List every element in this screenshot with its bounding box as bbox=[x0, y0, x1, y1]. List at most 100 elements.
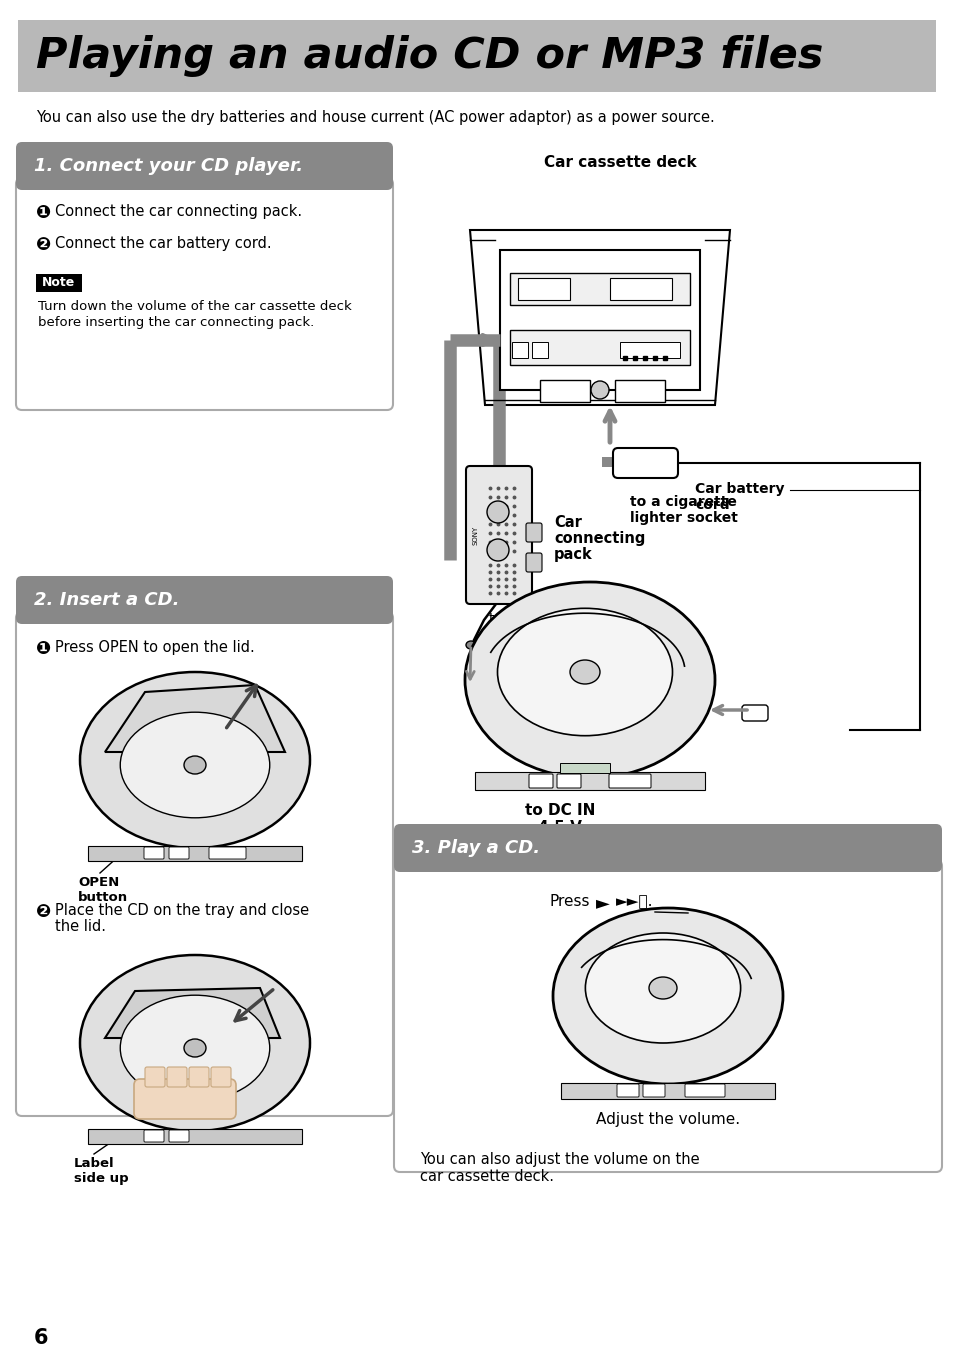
FancyBboxPatch shape bbox=[16, 178, 393, 410]
Text: ►: ► bbox=[596, 894, 609, 912]
FancyBboxPatch shape bbox=[16, 612, 393, 1115]
Text: connecting: connecting bbox=[554, 531, 644, 546]
Text: You can also adjust the volume on the: You can also adjust the volume on the bbox=[419, 1152, 699, 1167]
Ellipse shape bbox=[464, 582, 714, 778]
Bar bbox=[475, 772, 704, 790]
FancyBboxPatch shape bbox=[211, 1067, 231, 1087]
FancyBboxPatch shape bbox=[16, 142, 393, 190]
FancyBboxPatch shape bbox=[465, 465, 532, 604]
Text: Car battery: Car battery bbox=[695, 482, 783, 497]
Bar bbox=[601, 457, 618, 467]
Bar bbox=[402, 860, 932, 873]
FancyBboxPatch shape bbox=[209, 847, 246, 859]
Ellipse shape bbox=[486, 539, 509, 560]
Text: SONY: SONY bbox=[473, 525, 478, 544]
Text: cord: cord bbox=[695, 498, 729, 512]
FancyBboxPatch shape bbox=[642, 1084, 664, 1096]
Ellipse shape bbox=[553, 908, 782, 1084]
Text: pack: pack bbox=[554, 547, 592, 562]
Text: the lid.: the lid. bbox=[55, 919, 106, 934]
Text: to ♩: to ♩ bbox=[489, 612, 514, 626]
Bar bbox=[560, 1083, 774, 1099]
Bar bbox=[36, 274, 82, 292]
Text: Place the CD on the tray and close: Place the CD on the tray and close bbox=[55, 902, 309, 917]
FancyBboxPatch shape bbox=[557, 773, 580, 788]
Bar bbox=[609, 278, 671, 300]
Bar bbox=[619, 342, 679, 358]
FancyBboxPatch shape bbox=[16, 575, 393, 624]
FancyBboxPatch shape bbox=[144, 847, 164, 859]
Text: Press OPEN to open the lid.: Press OPEN to open the lid. bbox=[55, 641, 254, 655]
Ellipse shape bbox=[80, 955, 310, 1130]
FancyBboxPatch shape bbox=[189, 1067, 209, 1087]
Text: ❶: ❶ bbox=[36, 641, 51, 658]
Polygon shape bbox=[105, 685, 285, 752]
Bar bbox=[512, 342, 527, 358]
FancyBboxPatch shape bbox=[525, 522, 541, 541]
Text: before inserting the car connecting pack.: before inserting the car connecting pack… bbox=[38, 316, 314, 328]
FancyBboxPatch shape bbox=[613, 448, 678, 478]
Bar bbox=[25, 612, 384, 624]
FancyBboxPatch shape bbox=[394, 824, 941, 873]
Bar bbox=[88, 1129, 302, 1144]
Text: button: button bbox=[78, 892, 128, 904]
Text: Note: Note bbox=[42, 277, 75, 289]
Polygon shape bbox=[105, 988, 280, 1038]
Bar bbox=[18, 20, 935, 92]
Text: (headphones): (headphones) bbox=[489, 628, 584, 642]
FancyBboxPatch shape bbox=[741, 706, 767, 721]
FancyBboxPatch shape bbox=[169, 1130, 189, 1143]
Text: to DC IN: to DC IN bbox=[524, 803, 595, 818]
Text: Connect the car connecting pack.: Connect the car connecting pack. bbox=[55, 204, 302, 218]
FancyBboxPatch shape bbox=[617, 1084, 639, 1096]
Text: OPEN: OPEN bbox=[78, 877, 119, 889]
Text: Connect the car battery cord.: Connect the car battery cord. bbox=[55, 236, 272, 251]
FancyBboxPatch shape bbox=[133, 1079, 235, 1120]
FancyBboxPatch shape bbox=[684, 1084, 724, 1096]
Ellipse shape bbox=[497, 608, 672, 735]
Text: ❶: ❶ bbox=[36, 204, 51, 223]
Text: Label: Label bbox=[74, 1158, 114, 1170]
Ellipse shape bbox=[120, 712, 270, 818]
Bar bbox=[25, 178, 384, 190]
Ellipse shape bbox=[465, 641, 476, 649]
FancyBboxPatch shape bbox=[394, 860, 941, 1172]
Bar bbox=[539, 380, 589, 402]
Bar bbox=[615, 380, 664, 402]
FancyBboxPatch shape bbox=[169, 847, 189, 859]
Text: ►►⏮.: ►►⏮. bbox=[616, 894, 653, 909]
FancyBboxPatch shape bbox=[608, 773, 650, 788]
Text: 2. Insert a CD.: 2. Insert a CD. bbox=[34, 592, 179, 609]
Ellipse shape bbox=[184, 756, 206, 773]
Text: Car cassette deck: Car cassette deck bbox=[543, 155, 696, 170]
Text: Turn down the volume of the car cassette deck: Turn down the volume of the car cassette… bbox=[38, 300, 352, 313]
Bar bbox=[510, 273, 689, 305]
FancyBboxPatch shape bbox=[529, 773, 553, 788]
Text: side up: side up bbox=[74, 1172, 129, 1185]
Text: ❷: ❷ bbox=[36, 902, 51, 921]
FancyBboxPatch shape bbox=[144, 1130, 164, 1143]
Text: car cassette deck.: car cassette deck. bbox=[419, 1168, 554, 1185]
Ellipse shape bbox=[585, 934, 740, 1044]
Ellipse shape bbox=[184, 1039, 206, 1057]
Ellipse shape bbox=[120, 995, 270, 1101]
Bar bbox=[532, 342, 547, 358]
FancyBboxPatch shape bbox=[145, 1067, 165, 1087]
Text: to a cigarette: to a cigarette bbox=[629, 495, 736, 509]
Text: Adjust the volume.: Adjust the volume. bbox=[596, 1111, 740, 1128]
Text: ❷: ❷ bbox=[36, 236, 51, 254]
Text: 1. Connect your CD player.: 1. Connect your CD player. bbox=[34, 157, 303, 175]
Ellipse shape bbox=[486, 501, 509, 522]
Bar bbox=[510, 330, 689, 365]
Polygon shape bbox=[470, 229, 729, 404]
Ellipse shape bbox=[648, 977, 677, 999]
FancyBboxPatch shape bbox=[525, 554, 541, 573]
Ellipse shape bbox=[569, 660, 599, 684]
Text: 6: 6 bbox=[34, 1329, 49, 1348]
Ellipse shape bbox=[80, 672, 310, 848]
Text: Car: Car bbox=[554, 516, 581, 531]
Bar bbox=[88, 845, 302, 860]
Ellipse shape bbox=[590, 381, 608, 399]
Text: Playing an audio CD or MP3 files: Playing an audio CD or MP3 files bbox=[36, 35, 822, 77]
Bar bbox=[559, 763, 609, 773]
